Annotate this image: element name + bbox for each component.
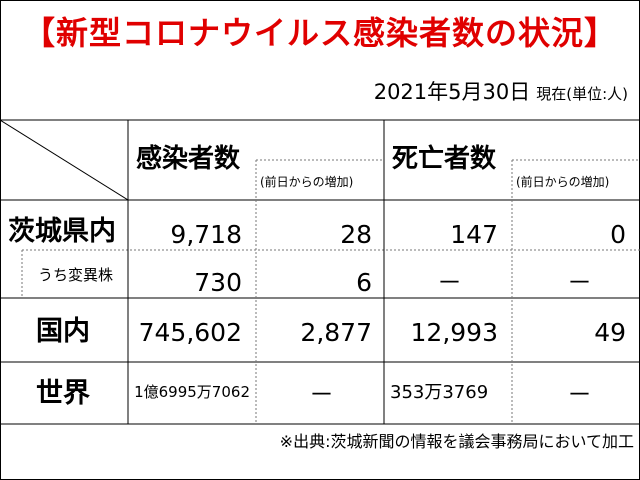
variant-deaths: － <box>436 268 462 297</box>
row-label-world: 世界 <box>36 378 90 409</box>
domestic-deaths-delta: 49 <box>594 318 626 347</box>
ibaraki-deaths: 147 <box>450 220 498 249</box>
domestic-infected-delta: 2,877 <box>300 318 372 347</box>
header-deaths: 死亡者数 <box>392 144 497 174</box>
variant-deaths-delta: － <box>566 268 592 297</box>
source-note: ※出典:茨城新聞の情報を議会事務局において加工 <box>279 432 634 451</box>
corner-diagonal <box>0 119 129 201</box>
world-infected: 1億6995万7062 <box>134 383 250 401</box>
page-title: 【新型コロナウイルス感染者数の状況】 <box>22 14 617 52</box>
world-deaths-delta: － <box>566 380 592 409</box>
report-date: 2021年5月30日 <box>373 80 531 104</box>
domestic-deaths: 12,993 <box>410 318 498 347</box>
domestic-infected: 745,602 <box>138 318 242 347</box>
ibaraki-infected: 9,718 <box>170 220 242 249</box>
variant-infected: 730 <box>194 268 242 297</box>
date-line: 2021年5月30日 現在(単位:人) <box>374 76 628 106</box>
unit-note: 現在(単位:人) <box>536 85 628 103</box>
ibaraki-infected-delta: 28 <box>340 220 372 249</box>
row-label-variant: うち変異株 <box>38 266 114 284</box>
row-label-ibaraki: 茨城県内 <box>8 216 116 247</box>
world-deaths: 353万3769 <box>390 382 489 403</box>
row-label-domestic: 国内 <box>36 316 90 347</box>
world-infected-delta: － <box>308 380 334 409</box>
header-infected: 感染者数 <box>136 144 241 174</box>
variant-infected-delta: 6 <box>356 268 372 297</box>
header-infected-delta: (前日からの増加) <box>260 175 354 189</box>
ibaraki-deaths-delta: 0 <box>610 220 626 249</box>
header-deaths-delta: (前日からの増加) <box>516 175 610 189</box>
